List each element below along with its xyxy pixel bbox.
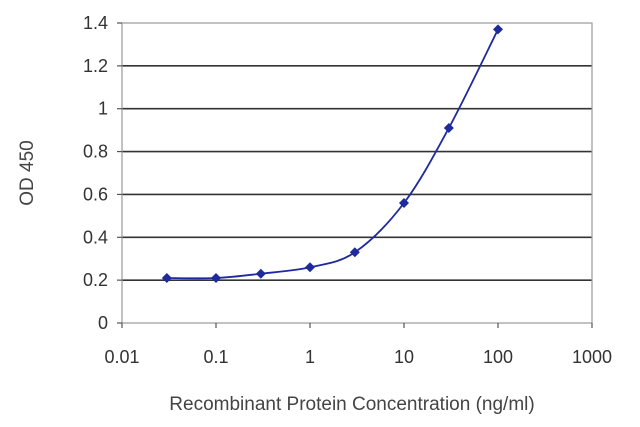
y-tick-label: 0.2 bbox=[83, 270, 108, 290]
x-tick-label: 1000 bbox=[572, 347, 612, 367]
y-tick-label: 1 bbox=[98, 99, 108, 119]
x-tick-label: 0.01 bbox=[104, 347, 139, 367]
data-point bbox=[255, 268, 266, 279]
y-tick-label: 0.6 bbox=[83, 184, 108, 204]
y-axis-label: OD 450 bbox=[17, 140, 38, 205]
x-tick-labels: 0.01 0.1 1 10 100 1000 bbox=[104, 347, 612, 367]
series-markers bbox=[161, 24, 503, 283]
x-axis-label: Recombinant Protein Concentration (ng/ml… bbox=[169, 394, 534, 415]
data-point bbox=[211, 273, 221, 283]
x-tick-label: 1 bbox=[305, 347, 315, 367]
data-point bbox=[349, 247, 360, 258]
x-tick-label: 10 bbox=[394, 347, 414, 367]
y-tick-label: 1.4 bbox=[83, 13, 108, 33]
y-tick-labels: 0 0.2 0.4 0.6 0.8 1 1.2 1.4 bbox=[83, 13, 108, 333]
y-tick-label: 1.2 bbox=[83, 56, 108, 76]
series-line bbox=[166, 29, 499, 280]
data-point bbox=[305, 262, 315, 273]
plot-frame bbox=[121, 22, 593, 324]
data-point bbox=[443, 123, 454, 133]
data-point bbox=[399, 198, 409, 208]
y-tick-label: 0.4 bbox=[83, 227, 108, 247]
y-tick-label: 0.8 bbox=[83, 142, 108, 162]
grid-lines bbox=[122, 65, 592, 281]
x-tick-label: 100 bbox=[483, 347, 513, 367]
data-point bbox=[161, 273, 172, 283]
x-tick-label: 0.1 bbox=[203, 347, 228, 367]
y-tick-label: 0 bbox=[98, 313, 108, 333]
data-point bbox=[493, 24, 503, 35]
axis-ticks bbox=[117, 22, 593, 328]
